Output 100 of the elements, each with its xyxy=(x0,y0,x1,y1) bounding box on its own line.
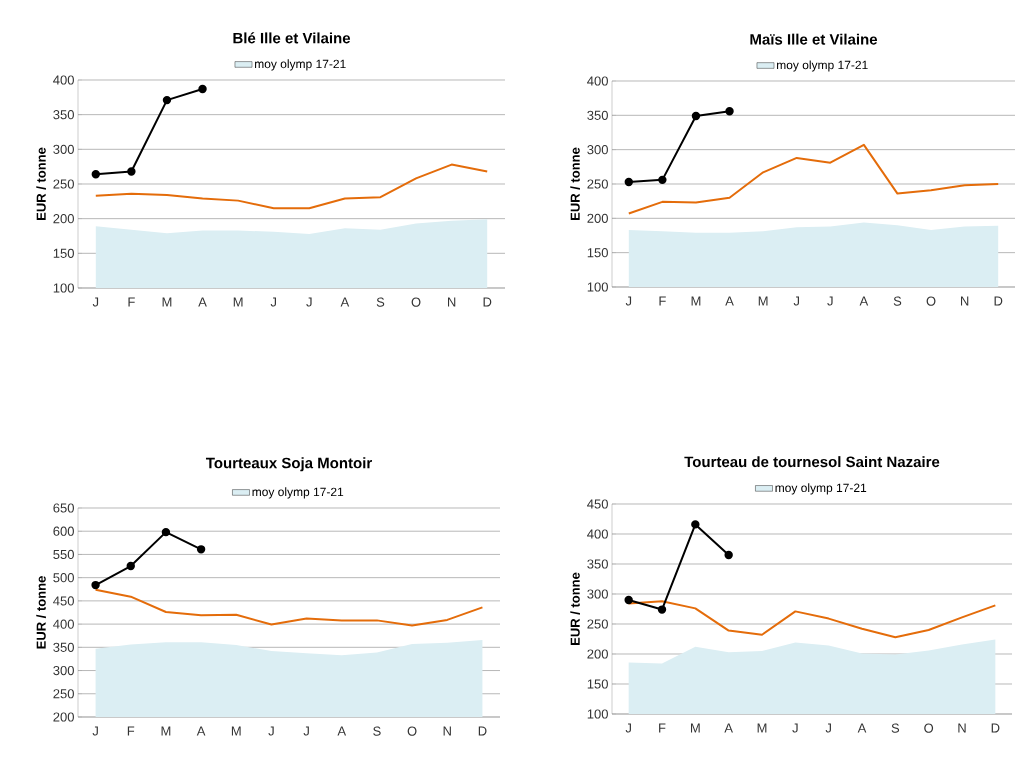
x-tick-label: M xyxy=(690,723,700,733)
point xyxy=(91,580,100,590)
x-tick-label: J xyxy=(625,723,631,733)
x-tick-label: M xyxy=(231,726,241,736)
y-tick-label: 200 xyxy=(53,712,74,722)
y-axis-title: EUR / tonne xyxy=(570,147,580,220)
x-tick-label: S xyxy=(376,297,385,307)
point xyxy=(724,550,733,560)
x-tick-label: A xyxy=(340,297,350,307)
y-tick-label: 500 xyxy=(53,573,74,583)
y-tick-label: 250 xyxy=(53,179,74,189)
y-tick-label: 400 xyxy=(587,76,608,86)
x-tick-label: A xyxy=(337,726,347,736)
y-tick-label: 200 xyxy=(53,214,74,224)
x-tick-label: A xyxy=(725,296,734,306)
x-tick-label: M xyxy=(691,296,701,306)
legend-label: moy olymp 17-21 xyxy=(252,487,344,499)
point xyxy=(127,167,136,176)
x-tick-label: J xyxy=(303,726,309,736)
x-tick-label: N xyxy=(443,726,451,736)
point xyxy=(196,545,206,554)
y-tick-label: 350 xyxy=(53,110,74,120)
x-tick-label: A xyxy=(198,297,207,307)
x-tick-label: A xyxy=(196,726,206,736)
y-axis-title: EUR / tonne xyxy=(36,576,46,649)
y-tick-label: 150 xyxy=(53,248,74,258)
x-tick-label: A xyxy=(724,723,733,733)
point xyxy=(198,84,207,94)
x-tick-label: D xyxy=(994,296,1003,306)
point xyxy=(658,175,667,185)
chart-title: Maïs Ille et Vilaine xyxy=(750,33,878,45)
x-tick-label: J xyxy=(792,723,798,733)
x-tick-label: S xyxy=(891,723,900,733)
x-tick-label: F xyxy=(659,296,666,306)
y-tick-label: 400 xyxy=(587,529,608,539)
point xyxy=(691,520,700,529)
y-tick-label: 150 xyxy=(587,679,608,689)
x-tick-label: J xyxy=(306,297,312,307)
point xyxy=(725,107,734,116)
x-tick-label: S xyxy=(893,296,902,306)
x-tick-label: F xyxy=(127,726,135,736)
y-tick-label: 400 xyxy=(53,619,74,629)
point xyxy=(91,170,100,179)
point xyxy=(624,595,633,605)
x-tick-label: D xyxy=(991,723,1000,733)
x-tick-label: F xyxy=(659,723,666,733)
x-tick-label: J xyxy=(92,726,98,736)
y-tick-label: 150 xyxy=(587,248,608,258)
chart-title: Tourteaux Soja Montoir xyxy=(205,457,372,472)
point xyxy=(657,605,667,614)
y-tick-label: 450 xyxy=(53,596,74,606)
y-tick-label: 600 xyxy=(53,526,74,536)
x-tick-label: J xyxy=(825,723,831,733)
y-tick-label: 650 xyxy=(53,503,74,513)
chart-title: Blé Ille et Vilaine xyxy=(233,32,351,44)
line-series xyxy=(94,163,489,210)
y-tick-label: 350 xyxy=(587,110,608,120)
y-tick-label: 350 xyxy=(587,559,608,569)
x-tick-label: O xyxy=(411,297,421,307)
x-tick-label: S xyxy=(373,726,381,736)
y-tick-label: 250 xyxy=(587,179,608,189)
point xyxy=(162,95,172,105)
x-tick-label: J xyxy=(827,296,833,306)
x-tick-label: O xyxy=(407,726,417,736)
y-tick-label: 100 xyxy=(587,709,608,719)
y-tick-label: 300 xyxy=(53,144,74,154)
x-tick-label: M xyxy=(162,297,172,307)
y-tick-label: 450 xyxy=(587,499,608,509)
x-tick-label: N xyxy=(958,723,966,733)
point xyxy=(126,561,135,571)
legend-label: moy olymp 17-21 xyxy=(255,59,346,71)
x-tick-label: J xyxy=(268,726,274,736)
legend-label: moy olymp 17-21 xyxy=(775,483,867,495)
y-axis-title: EUR / tonne xyxy=(570,572,580,645)
x-tick-label: O xyxy=(924,723,934,733)
x-tick-label: J xyxy=(625,296,632,306)
y-tick-label: 250 xyxy=(587,619,608,629)
y-tick-label: 300 xyxy=(53,665,74,676)
x-tick-label: D xyxy=(478,726,487,736)
y-tick-label: 100 xyxy=(587,282,608,292)
x-tick-label: A xyxy=(859,296,869,306)
x-tick-label: F xyxy=(128,297,135,307)
point xyxy=(624,177,633,187)
y-tick-label: 200 xyxy=(587,649,608,659)
line-series xyxy=(627,143,1000,215)
y-tick-label: 400 xyxy=(53,75,74,85)
y-tick-label: 300 xyxy=(587,589,608,599)
point xyxy=(691,111,701,121)
point xyxy=(161,527,171,537)
x-tick-label: J xyxy=(92,297,99,307)
x-tick-label: A xyxy=(857,723,867,733)
y-tick-label: 250 xyxy=(53,689,74,699)
x-tick-label: M xyxy=(757,723,767,733)
chart-title: Tourteau de tournesol Saint Nazaire xyxy=(684,456,940,468)
x-tick-label: O xyxy=(926,296,936,306)
x-tick-label: J xyxy=(793,296,799,306)
y-axis-title: EUR / tonne xyxy=(36,147,46,220)
x-tick-label: D xyxy=(483,297,492,307)
x-tick-label: N xyxy=(961,296,969,306)
x-tick-label: M xyxy=(161,726,171,736)
